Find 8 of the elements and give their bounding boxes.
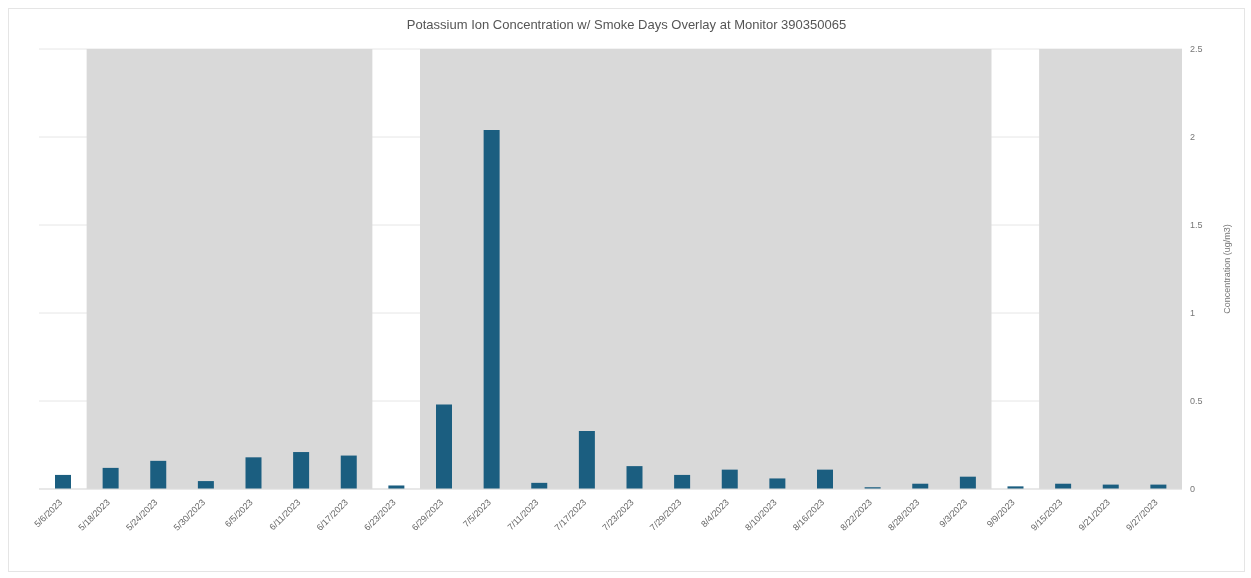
y-tick-label: 2.5 — [1190, 44, 1203, 55]
y-tick-label: 1 — [1190, 308, 1196, 319]
chart-title: Potassium Ion Concentration w/ Smoke Days Overlay at Monitor 390350065 — [405, 16, 848, 34]
y-axis-title: Concentration (ug/m3) — [1222, 224, 1233, 314]
y-tick-label: 1.5 — [1190, 220, 1203, 231]
y-tick-label: 2 — [1190, 132, 1196, 143]
y-tick-label: 0 — [1190, 484, 1196, 495]
y-tick-label: 0.5 — [1190, 396, 1203, 407]
